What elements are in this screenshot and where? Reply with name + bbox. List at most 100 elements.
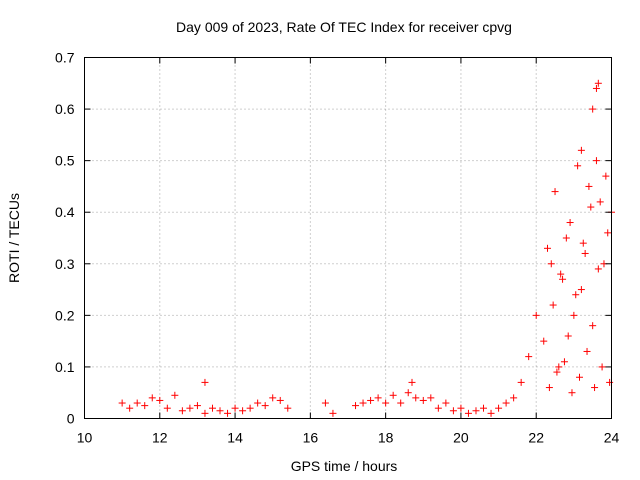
data-point bbox=[397, 399, 405, 407]
data-point bbox=[525, 353, 533, 361]
data-point bbox=[559, 275, 567, 283]
data-point bbox=[434, 404, 442, 412]
data-point bbox=[579, 239, 587, 247]
data-point bbox=[359, 399, 367, 407]
chart-title: Day 009 of 2023, Rate Of TEC Index for r… bbox=[176, 19, 512, 35]
data-point bbox=[594, 79, 602, 87]
data-point bbox=[594, 265, 602, 273]
data-point bbox=[178, 407, 186, 415]
y-tick-label: 0.7 bbox=[55, 50, 75, 66]
data-point bbox=[239, 407, 247, 415]
data-point bbox=[427, 394, 435, 402]
data-point bbox=[560, 358, 568, 366]
data-point bbox=[408, 378, 416, 386]
data-point bbox=[517, 378, 525, 386]
data-point bbox=[495, 404, 503, 412]
data-point bbox=[577, 286, 585, 294]
data-point bbox=[133, 399, 141, 407]
data-point bbox=[544, 244, 552, 252]
data-point bbox=[510, 394, 518, 402]
data-point bbox=[449, 407, 457, 415]
data-point bbox=[126, 404, 134, 412]
data-point bbox=[568, 389, 576, 397]
data-point bbox=[602, 172, 610, 180]
data-point bbox=[555, 363, 563, 371]
data-point bbox=[246, 404, 254, 412]
data-point bbox=[201, 409, 209, 417]
data-point bbox=[457, 404, 465, 412]
x-tick-label: 14 bbox=[227, 430, 243, 446]
data-point bbox=[553, 368, 561, 376]
data-point bbox=[367, 396, 375, 404]
data-point bbox=[592, 157, 600, 165]
data-point bbox=[404, 389, 412, 397]
y-tick-label: 0.3 bbox=[55, 256, 75, 272]
data-point bbox=[532, 311, 540, 319]
data-point bbox=[576, 373, 584, 381]
x-tick-label: 10 bbox=[77, 430, 93, 446]
data-point bbox=[480, 404, 488, 412]
data-point bbox=[547, 260, 555, 268]
data-point bbox=[592, 84, 600, 92]
data-point bbox=[216, 407, 224, 415]
data-point bbox=[585, 182, 593, 190]
y-axis-title: ROTI / TECUs bbox=[6, 193, 22, 283]
y-tick-label: 0.1 bbox=[55, 359, 75, 375]
data-point bbox=[581, 249, 589, 257]
data-point bbox=[382, 399, 390, 407]
x-tick-label: 12 bbox=[152, 430, 168, 446]
plot-frame bbox=[84, 57, 612, 419]
data-point bbox=[589, 105, 597, 113]
y-tick-label: 0.6 bbox=[55, 101, 75, 117]
x-tick-label: 18 bbox=[378, 430, 394, 446]
data-point bbox=[329, 409, 337, 417]
data-point bbox=[606, 378, 614, 386]
grid bbox=[84, 57, 612, 419]
data-point bbox=[231, 404, 239, 412]
data-point bbox=[587, 203, 595, 211]
data-point bbox=[254, 399, 262, 407]
data-point bbox=[141, 402, 149, 410]
data-point bbox=[604, 229, 612, 237]
data-point bbox=[564, 332, 572, 340]
x-tick-label: 20 bbox=[453, 430, 469, 446]
data-point bbox=[352, 402, 360, 410]
x-axis-title: GPS time / hours bbox=[291, 458, 398, 474]
data-point bbox=[276, 396, 284, 404]
data-point bbox=[551, 188, 559, 196]
data-point bbox=[208, 404, 216, 412]
data-point bbox=[545, 384, 553, 392]
data-point bbox=[261, 402, 269, 410]
data-point bbox=[583, 347, 591, 355]
data-point bbox=[574, 162, 582, 170]
y-tick-label: 0.5 bbox=[55, 153, 75, 169]
data-point bbox=[419, 396, 427, 404]
data-point bbox=[472, 407, 480, 415]
axis-ticks: 10 12 14 16 18 20 22 24 0 0.1 0.2 0.3 0.4 0.5 0.6 0.7 bbox=[55, 50, 619, 446]
data-point bbox=[566, 219, 574, 227]
data-point bbox=[549, 301, 557, 309]
data-point bbox=[374, 394, 382, 402]
y-tick-label: 0.4 bbox=[55, 204, 75, 220]
data-point bbox=[570, 311, 578, 319]
data-point bbox=[118, 399, 126, 407]
data-point bbox=[224, 409, 232, 417]
y-tick-label: 0.2 bbox=[55, 307, 75, 323]
data-point bbox=[442, 399, 450, 407]
data-point bbox=[412, 394, 420, 402]
data-point bbox=[464, 409, 472, 417]
x-tick-label: 16 bbox=[303, 430, 319, 446]
data-point bbox=[577, 146, 585, 154]
data-point bbox=[389, 391, 397, 399]
data-point bbox=[557, 270, 565, 278]
x-tick-label: 24 bbox=[604, 430, 620, 446]
data-point bbox=[284, 404, 292, 412]
data-point bbox=[591, 384, 599, 392]
data-point bbox=[487, 409, 495, 417]
data-point bbox=[186, 404, 194, 412]
data-point bbox=[269, 394, 277, 402]
data-point bbox=[596, 198, 604, 206]
x-tick-label: 22 bbox=[528, 430, 544, 446]
data-point bbox=[321, 399, 329, 407]
